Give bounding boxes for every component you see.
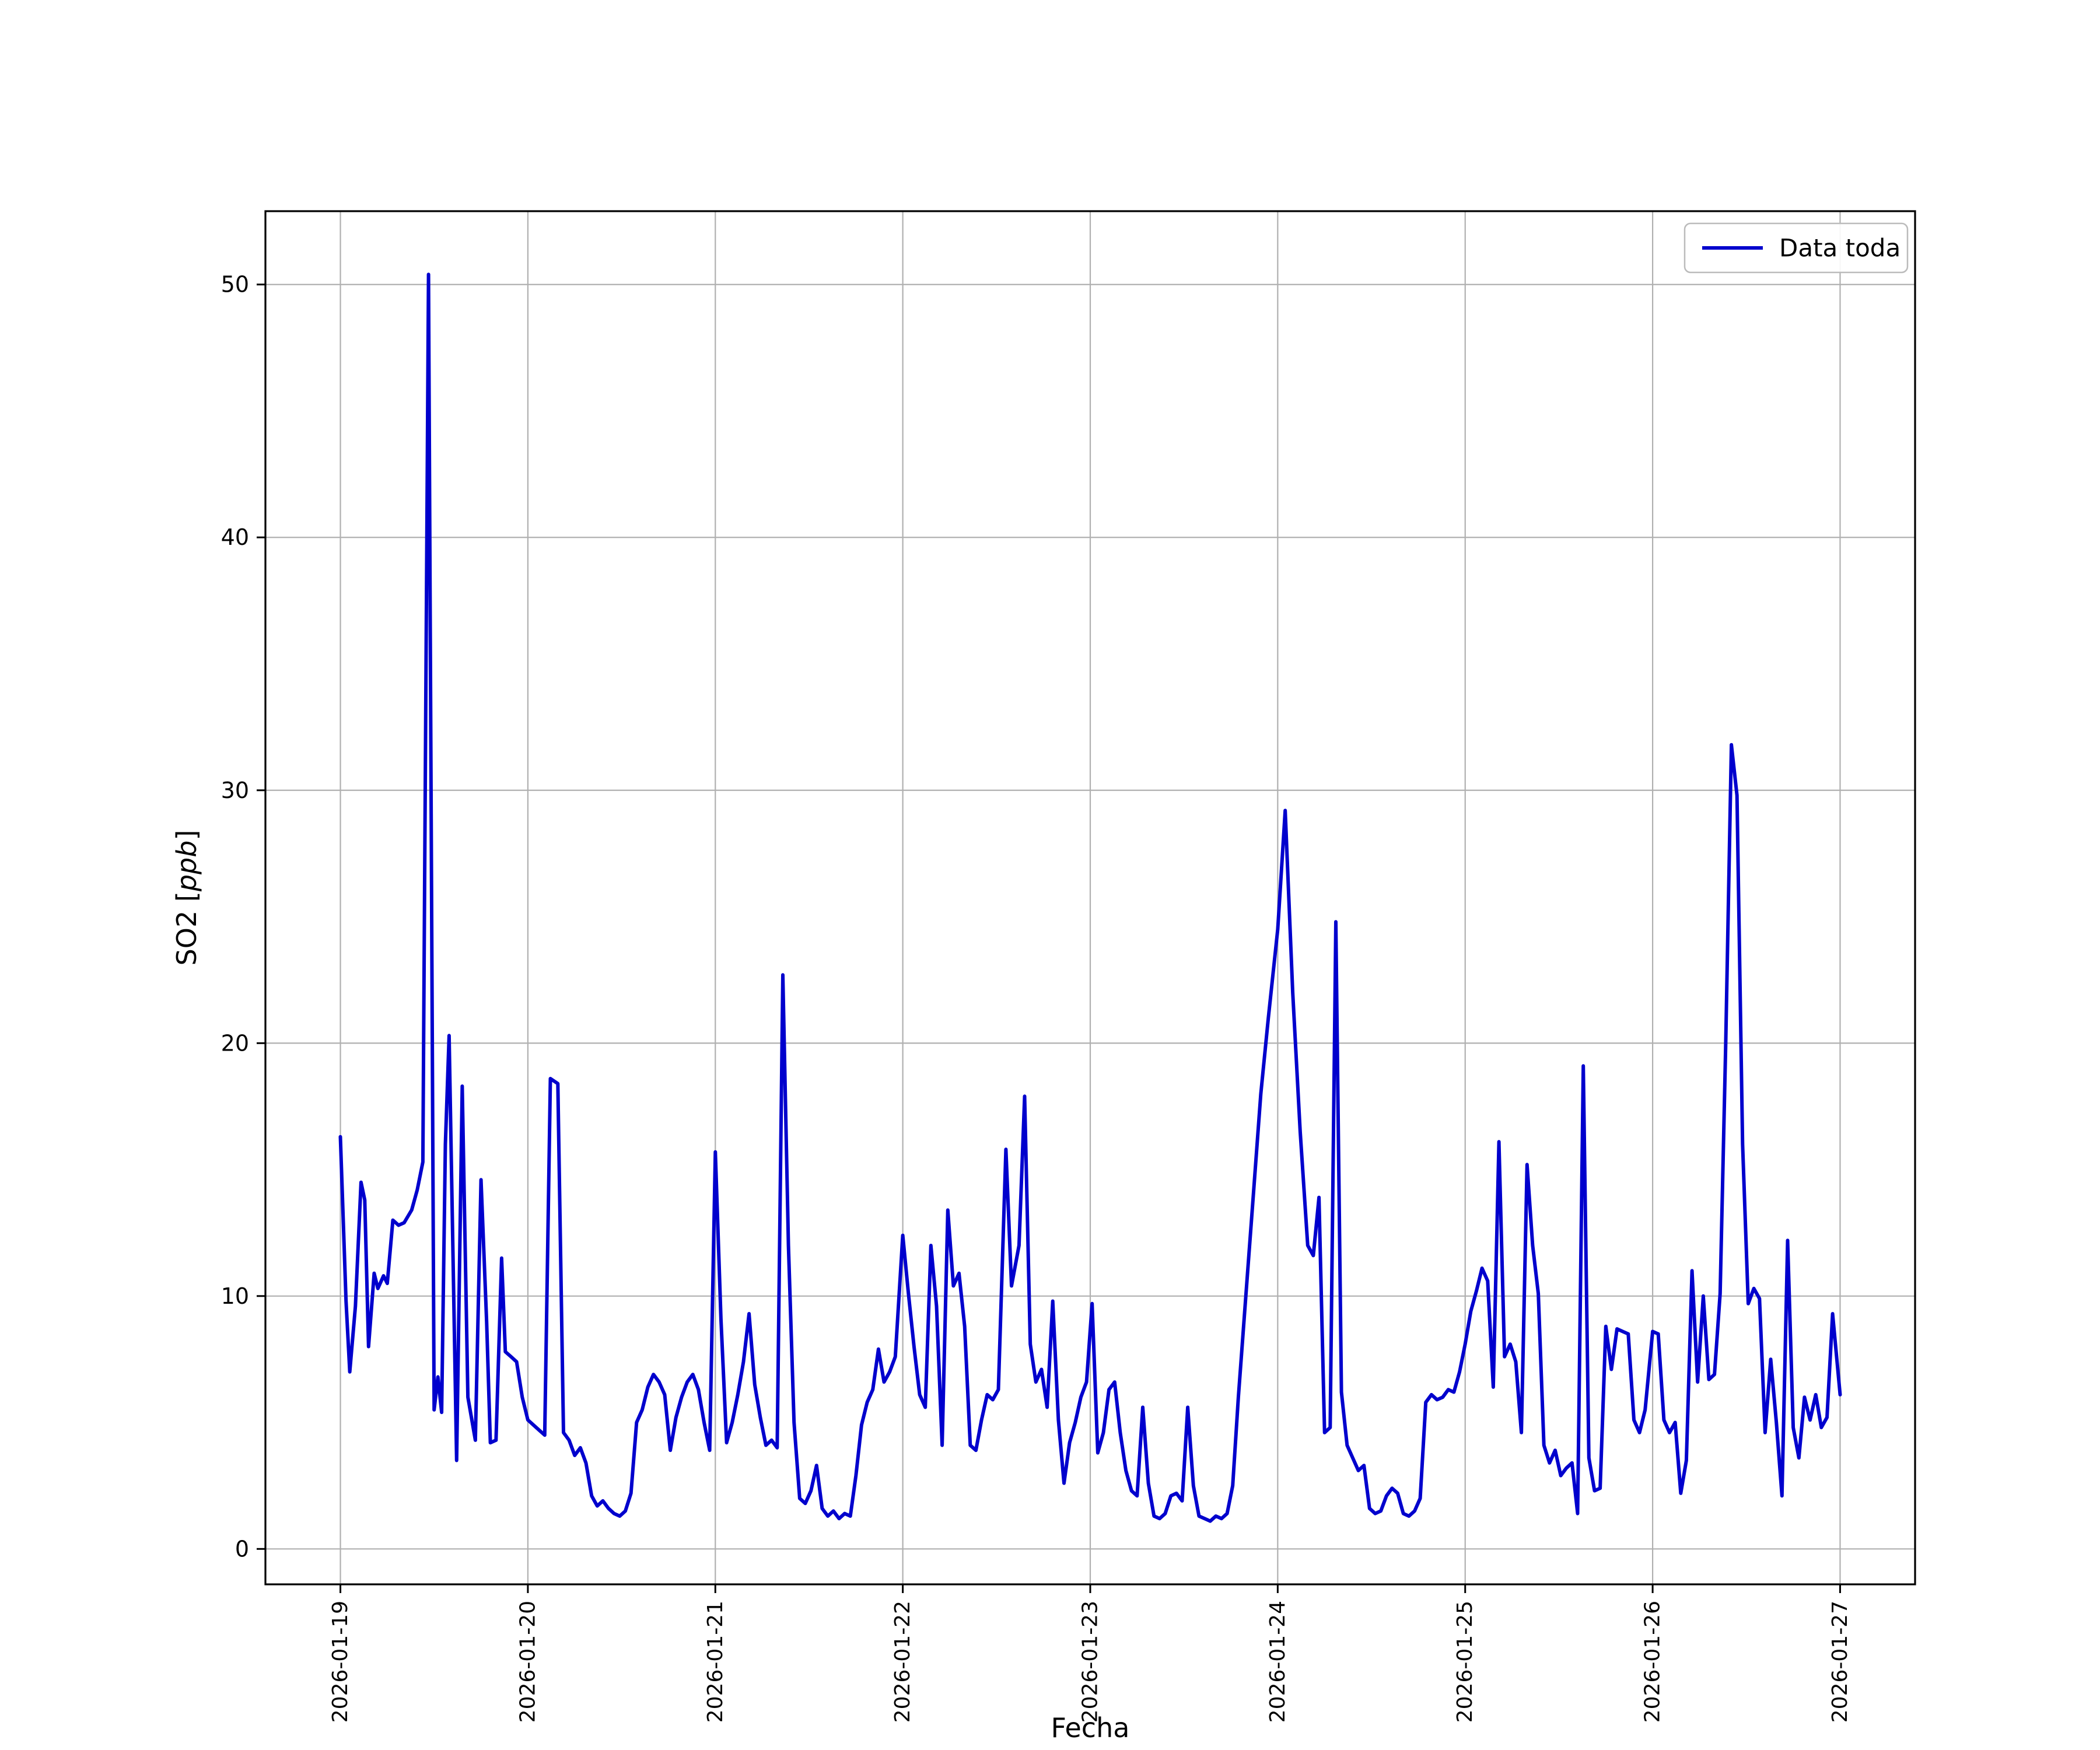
y-axis-label: SO2 [ppb]: [171, 830, 202, 966]
y-tick-label: 10: [221, 1283, 249, 1309]
x-tick-label: 2026-01-20: [516, 1601, 540, 1723]
x-tick-label: 2026-01-25: [1453, 1601, 1477, 1723]
y-tick-label: 50: [221, 272, 249, 298]
y-tick-label: 40: [221, 524, 249, 550]
x-tick-label: 2026-01-24: [1266, 1601, 1290, 1723]
x-tick-label: 2026-01-23: [1079, 1601, 1102, 1723]
x-tick-label: 2026-01-19: [328, 1601, 352, 1723]
y-tick-label: 0: [235, 1536, 249, 1562]
x-tick-label: 2026-01-27: [1828, 1601, 1852, 1723]
legend-label: Data toda: [1779, 234, 1901, 262]
legend-box: [1684, 222, 1909, 274]
x-tick-label: 2026-01-26: [1641, 1601, 1665, 1723]
axis-ticks: 2026-01-19 2026-01-20 2026-01-21 2026-01-22…: [221, 272, 1852, 1723]
grid: [265, 211, 1915, 1584]
x-tick-label: 2026-01-22: [891, 1601, 915, 1723]
x-axis-label: Fecha: [1051, 1712, 1130, 1744]
y-tick-label: 30: [221, 778, 249, 803]
y-tick-label: 20: [221, 1030, 249, 1056]
legend: Data toda: [1684, 222, 1909, 274]
data-line-series: [338, 272, 1842, 1523]
x-tick-label: 2026-01-21: [704, 1601, 727, 1723]
